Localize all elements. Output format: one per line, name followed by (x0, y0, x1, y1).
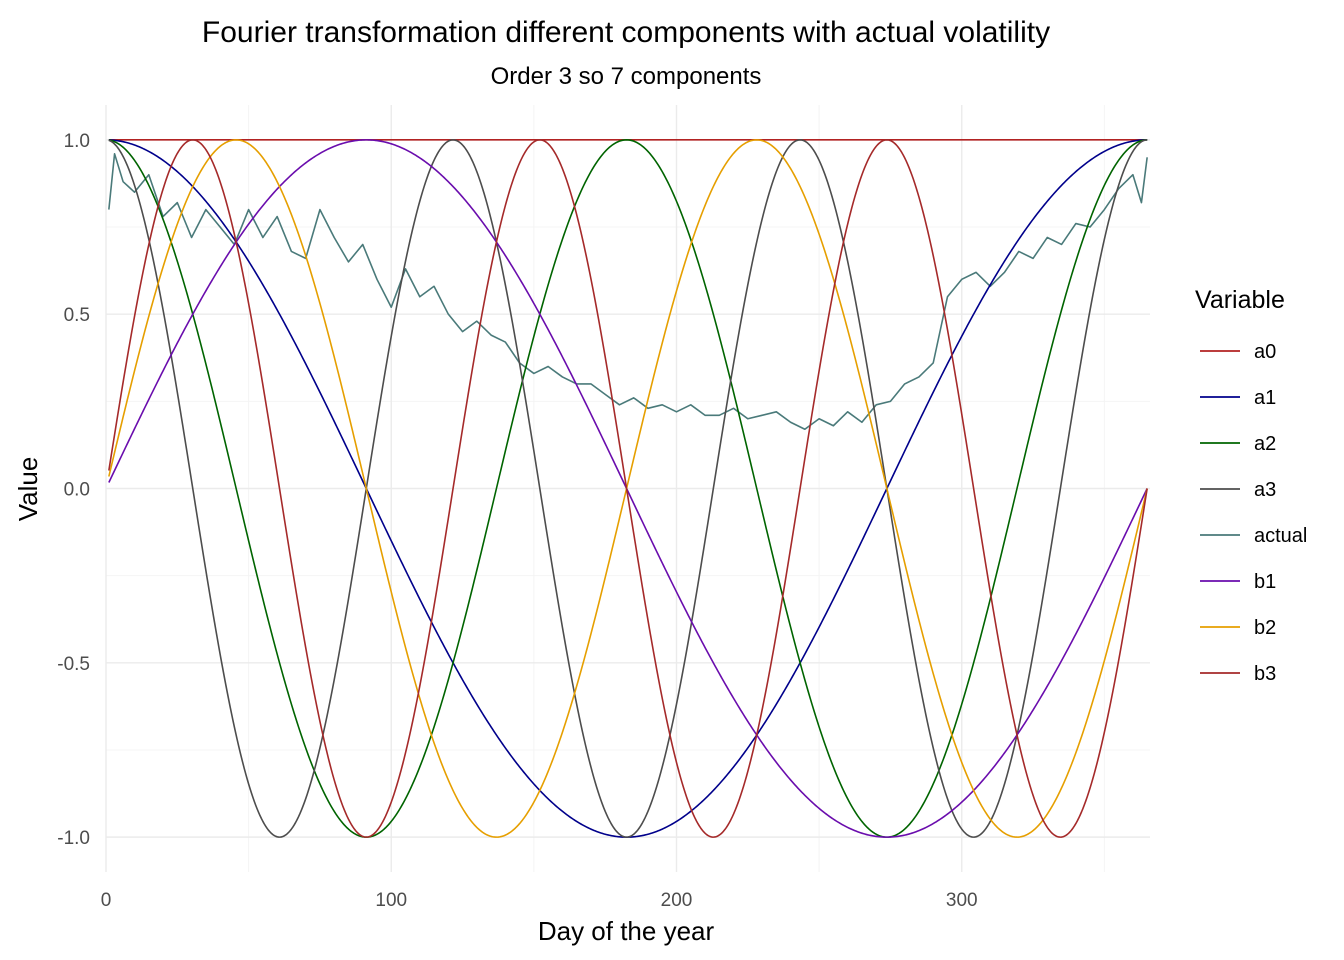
y-axis-title: Value (13, 457, 43, 522)
legend-label-b2: b2 (1254, 617, 1276, 639)
legend-item-b1: b1 (1200, 571, 1276, 593)
x-axis-title: Day of the year (538, 916, 715, 946)
y-tick-label: -1.0 (57, 828, 90, 849)
legend-item-a2: a2 (1200, 433, 1276, 455)
chart-subtitle: Order 3 so 7 components (491, 63, 762, 90)
y-tick-label: -0.5 (57, 654, 90, 675)
legend-label-a3: a3 (1254, 479, 1276, 501)
series-line-actual (108, 153, 1148, 431)
legend-item-b2: b2 (1200, 617, 1276, 639)
legend-item-a1: a1 (1200, 387, 1276, 409)
x-axis-tick-labels: 0 100 200 300 (101, 890, 978, 911)
y-axis-tick-labels: -1.0 -0.5 0.0 0.5 1.0 (57, 131, 90, 849)
legend-label-a1: a1 (1254, 387, 1276, 409)
legend-label-a2: a2 (1254, 433, 1276, 455)
chart-title: Fourier transformation different compone… (202, 16, 1050, 49)
legend-label-b3: b3 (1254, 663, 1276, 685)
y-tick-label: 0.5 (64, 305, 90, 326)
legend-title: Variable (1195, 286, 1285, 314)
x-tick-label: 300 (946, 890, 978, 911)
series-line-a2 (108, 139, 1148, 838)
y-tick-label: 0.0 (64, 480, 90, 501)
series-lines (108, 139, 1148, 838)
legend-label-actual: actual (1254, 525, 1307, 547)
legend-item-b3: b3 (1200, 663, 1276, 685)
x-tick-label: 0 (101, 890, 112, 911)
legend: Variable a0 a1 a2 a3 actual b1 b2 b3 (1195, 286, 1307, 685)
legend-item-a3: a3 (1200, 479, 1276, 501)
series-line-b2 (108, 139, 1148, 838)
x-tick-label: 100 (375, 890, 407, 911)
x-tick-label: 200 (661, 890, 693, 911)
series-line-b3 (108, 139, 1148, 838)
legend-label-a0: a0 (1254, 341, 1276, 363)
major-gridlines (105, 105, 1150, 872)
legend-item-actual: actual (1200, 525, 1307, 547)
legend-item-a0: a0 (1200, 341, 1276, 363)
y-tick-label: 1.0 (64, 131, 90, 152)
series-line-a3 (108, 139, 1148, 838)
legend-label-b1: b1 (1254, 571, 1276, 593)
